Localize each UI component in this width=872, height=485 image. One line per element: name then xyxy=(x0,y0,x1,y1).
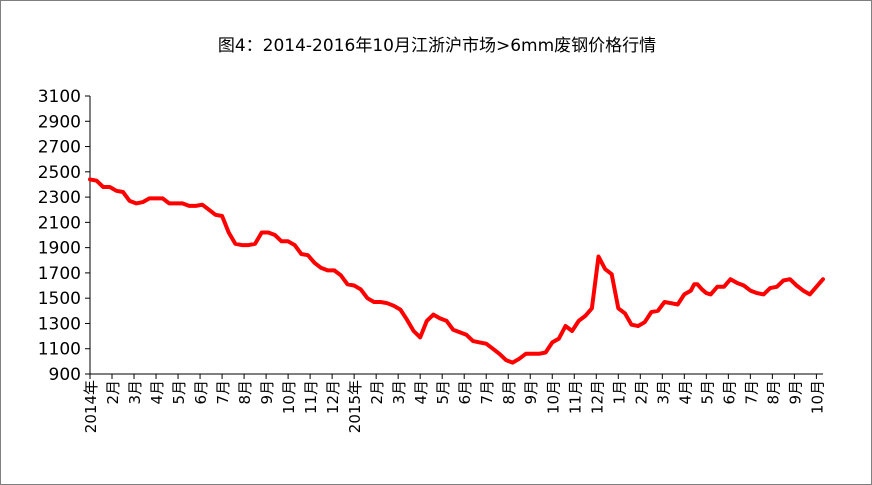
x-tick-label: 11月 xyxy=(566,380,584,414)
x-tick-label: 9月 xyxy=(258,380,276,405)
x-tick-label: 4月 xyxy=(676,380,694,405)
x-tick-label: 1月 xyxy=(610,380,628,405)
y-tick-label: 2900 xyxy=(38,112,81,132)
y-tick-label: 2300 xyxy=(38,188,81,208)
x-tick-label: 7月 xyxy=(742,380,760,405)
chart-title: 图4：2014-2016年10月江浙沪市场>6mm废钢价格行情 xyxy=(217,36,657,56)
x-tick-label: 3月 xyxy=(654,380,672,405)
y-tick-label: 1500 xyxy=(38,289,81,309)
y-tick-label: 900 xyxy=(49,365,81,385)
x-tick-label: 8月 xyxy=(236,380,254,405)
y-tick-label: 1900 xyxy=(38,239,81,259)
y-axis-ticks: 900 1100 1300 1500 1700 1900 2100 2300 2500 2700 2… xyxy=(38,87,90,385)
x-tick-label: 10月 xyxy=(544,380,562,414)
series-group xyxy=(88,177,825,365)
x-tick-label: 4月 xyxy=(148,380,166,405)
x-tick-label: 4月 xyxy=(412,380,430,405)
x-tick-label: 7月 xyxy=(214,380,232,405)
x-axis-ticks: 2014年 2月 3月 4月 5月 6月 7月 8月 9月 10月 11月 12月 2015年 2月 3月 4… xyxy=(82,374,826,433)
y-tick-label: 2700 xyxy=(38,138,81,158)
y-tick-label: 3100 xyxy=(38,87,81,107)
x-tick-label: 12月 xyxy=(324,380,342,414)
x-tick-label: 8月 xyxy=(500,380,518,405)
x-tick-label: 2014年 xyxy=(82,380,100,433)
x-tick-label: 6月 xyxy=(456,380,474,405)
y-tick-label: 1700 xyxy=(38,264,81,284)
x-tick-label: 6月 xyxy=(192,380,210,405)
y-tick-label: 1300 xyxy=(38,314,81,334)
y-tick-label: 2100 xyxy=(38,213,81,233)
x-tick-label: 3月 xyxy=(390,380,408,405)
x-tick-label: 8月 xyxy=(764,380,782,405)
x-tick-label: 12月 xyxy=(588,380,606,414)
x-tick-label: 10月 xyxy=(280,380,298,414)
axes xyxy=(89,96,823,375)
x-tick-label: 2015年 xyxy=(346,380,364,433)
y-tick-label: 2500 xyxy=(38,163,81,183)
x-tick-label: 5月 xyxy=(170,380,188,405)
x-tick-label: 2月 xyxy=(368,380,386,405)
x-tick-label: 9月 xyxy=(786,380,804,405)
x-tick-label: 2月 xyxy=(632,380,650,405)
series-line-0 xyxy=(88,177,825,365)
x-tick-label: 5月 xyxy=(434,380,452,405)
y-tick-label: 1100 xyxy=(38,340,81,360)
x-tick-label: 6月 xyxy=(720,380,738,405)
x-tick-label: 2月 xyxy=(104,380,122,405)
x-tick-label: 5月 xyxy=(698,380,716,405)
x-tick-label: 7月 xyxy=(478,380,496,405)
x-tick-label: 11月 xyxy=(302,380,320,414)
x-tick-label: 9月 xyxy=(522,380,540,405)
x-tick-label: 3月 xyxy=(126,380,144,405)
x-tick-label: 10月 xyxy=(808,380,826,414)
